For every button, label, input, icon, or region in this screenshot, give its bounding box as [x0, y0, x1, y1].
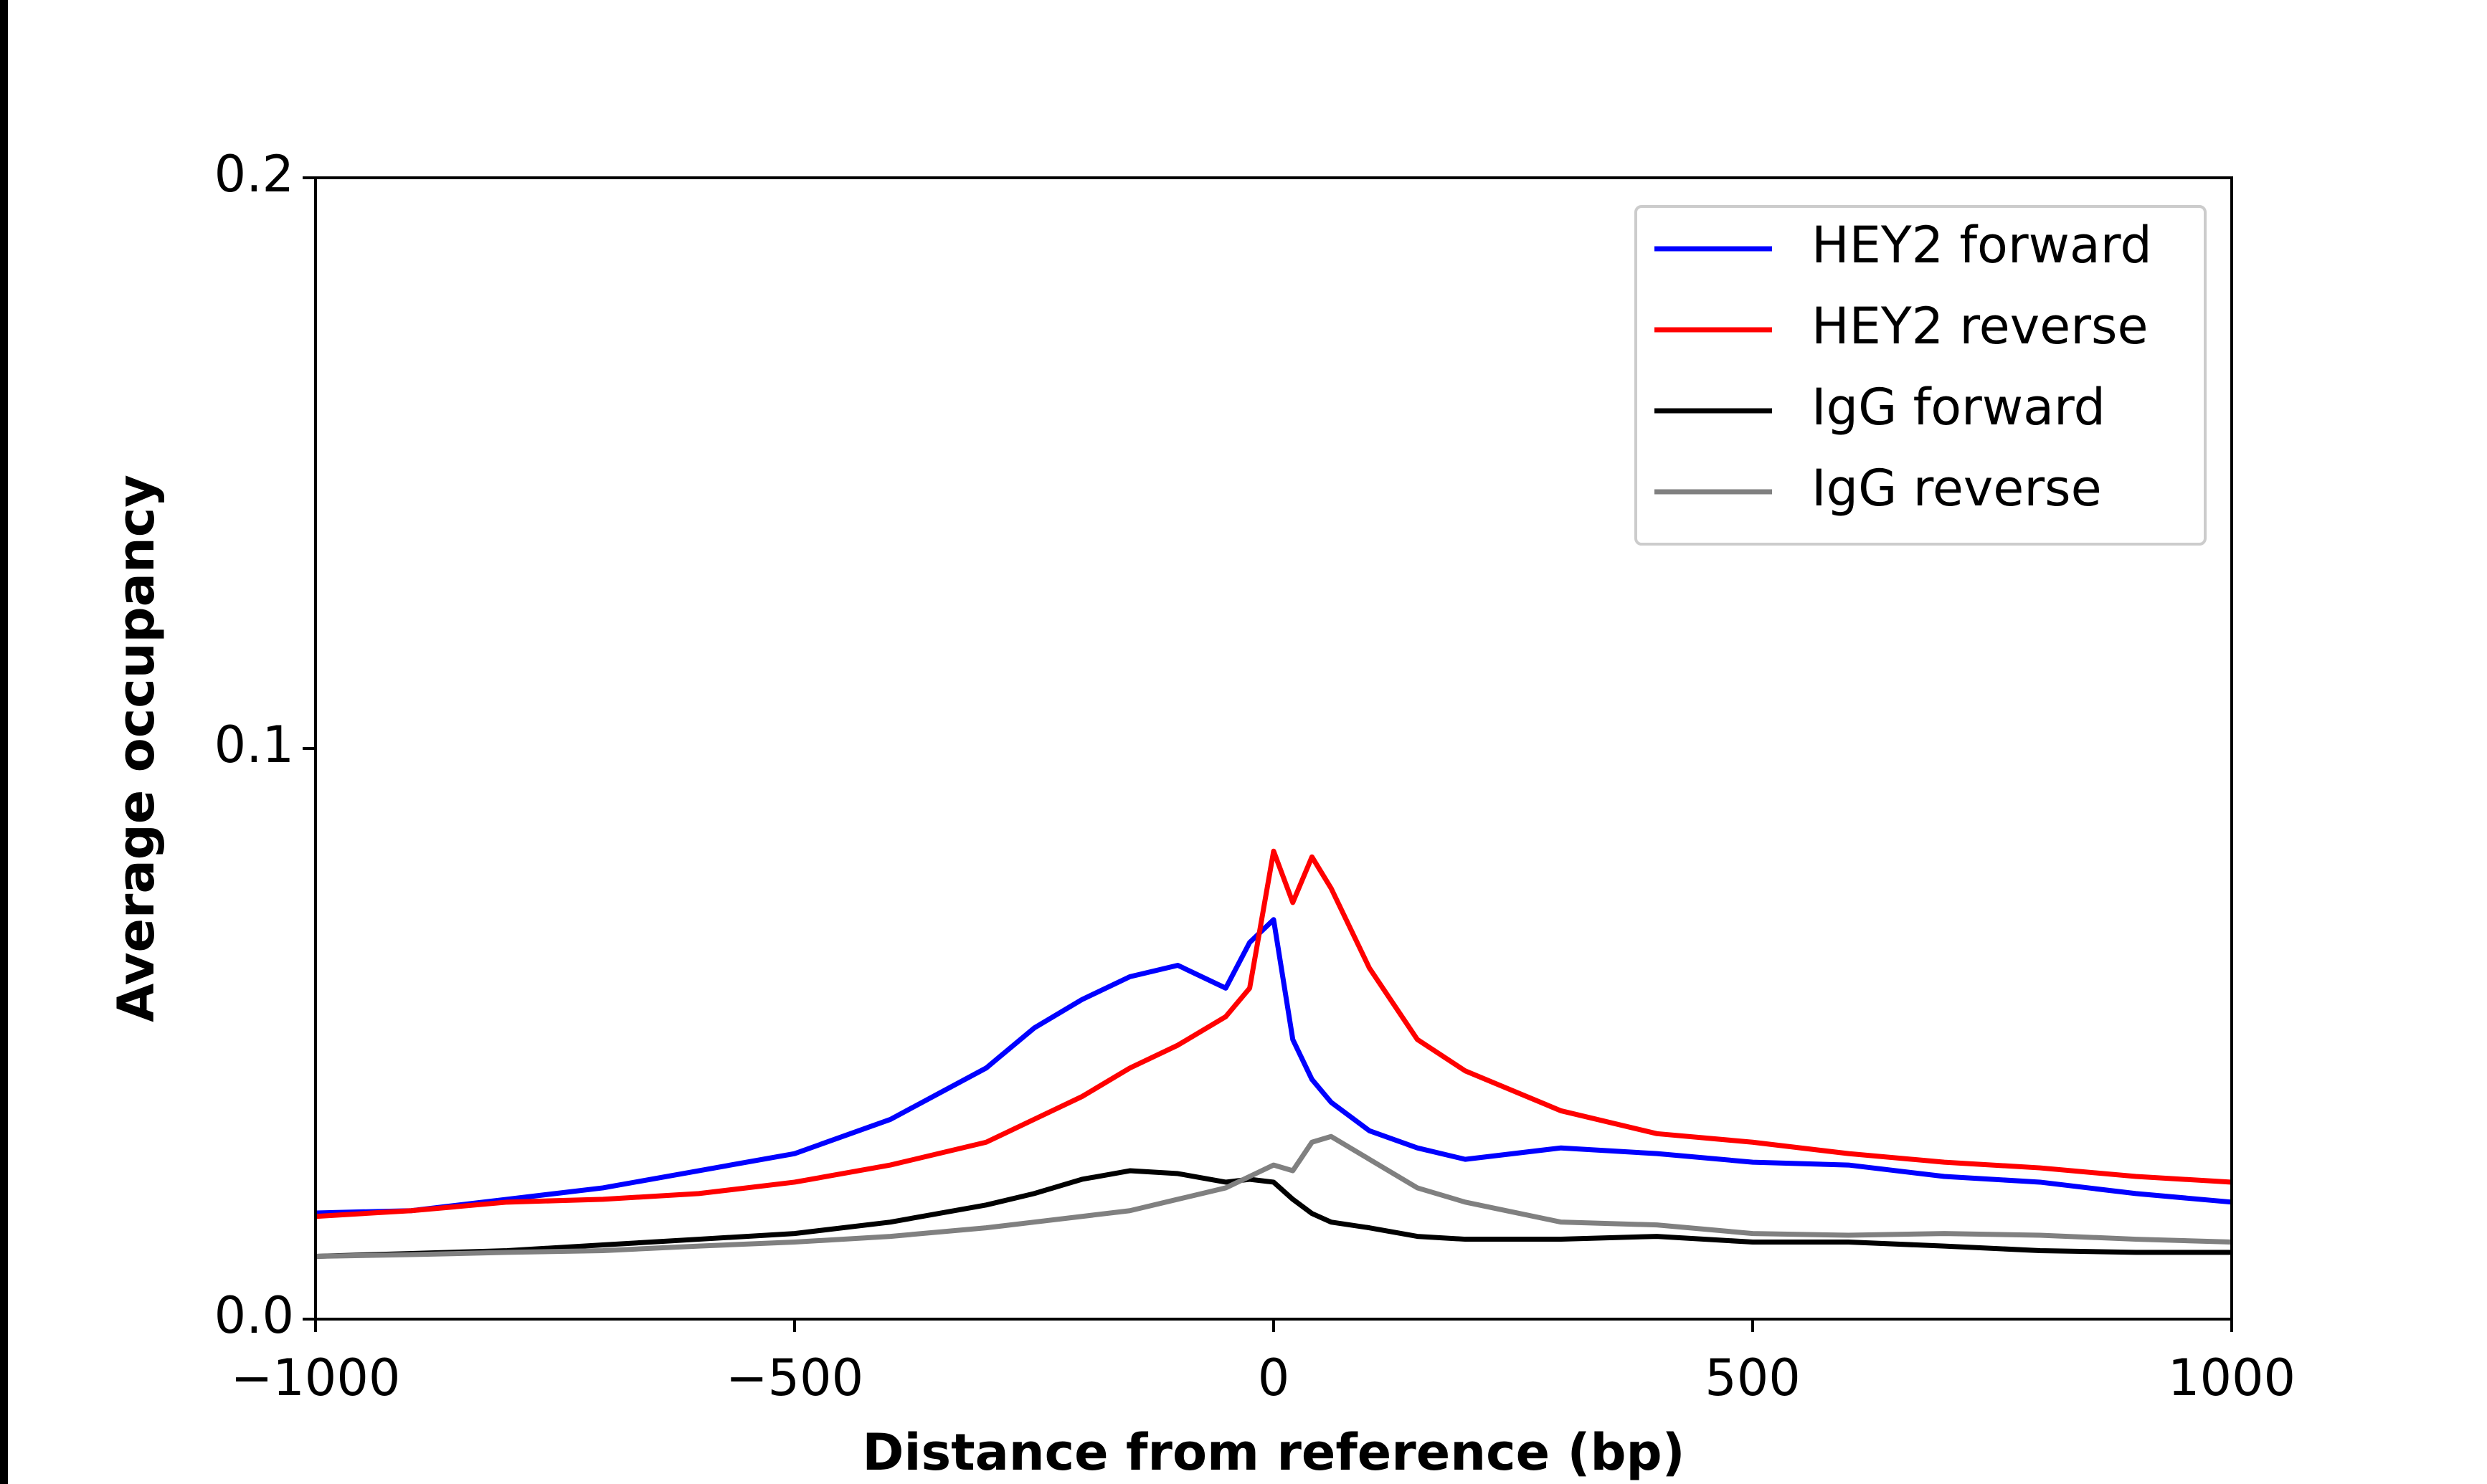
x-tick-label: 1000: [2168, 1349, 2296, 1407]
legend-label: IgG forward: [1811, 378, 2105, 437]
window-edge: [0, 0, 8, 1484]
x-tick-label: 0: [1258, 1349, 1290, 1407]
x-tick-label: 500: [1705, 1349, 1801, 1407]
y-tick-label: 0.0: [214, 1286, 294, 1345]
data-line: [315, 1133, 2232, 1259]
y-tick-label: 0.1: [214, 715, 294, 774]
legend-label: HEY2 forward: [1811, 216, 2152, 275]
data-line: [315, 917, 2232, 1216]
legend-label: HEY2 reverse: [1811, 297, 2149, 356]
plot-frame: [314, 176, 2233, 1321]
data-line: [315, 848, 2232, 1219]
x-tick-label: −500: [726, 1349, 863, 1407]
x-tick-label: −1000: [231, 1349, 401, 1407]
y-tick-label: 0.2: [214, 145, 294, 204]
x-axis-label: Distance from reference (bp): [862, 1423, 1685, 1482]
legend-label: IgG reverse: [1811, 459, 2102, 518]
data-line: [315, 1168, 2232, 1259]
y-axis-label: Average occupancy: [107, 475, 166, 1022]
legend-box: [1634, 205, 2207, 546]
